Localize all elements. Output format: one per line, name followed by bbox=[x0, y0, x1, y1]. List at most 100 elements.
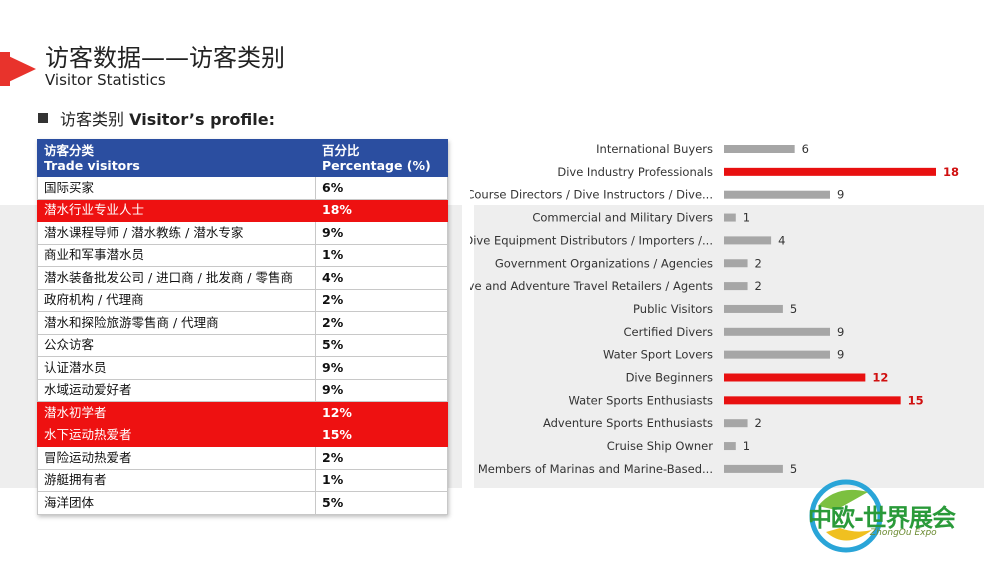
chart-value-label: 9 bbox=[837, 188, 844, 202]
chart-bar bbox=[724, 190, 830, 199]
chart-category-label: International Buyers bbox=[596, 142, 713, 156]
chart-value-label: 5 bbox=[790, 302, 797, 316]
chart-bar bbox=[724, 304, 783, 313]
table-cell-percentage: 9% bbox=[315, 378, 448, 402]
chart-value-label: 9 bbox=[837, 325, 844, 339]
chart-bar bbox=[724, 327, 830, 336]
chart-category-label: Adventure Sports Enthusiasts bbox=[543, 416, 713, 430]
chart-bar bbox=[724, 167, 936, 176]
chart-bar bbox=[724, 145, 795, 153]
chart-value-label: 2 bbox=[755, 279, 762, 293]
header-category-en: Trade visitors bbox=[44, 158, 140, 173]
chart-bar bbox=[724, 419, 748, 428]
table-cell-category: 潜水课程导师 / 潜水教练 / 潜水专家 bbox=[37, 221, 316, 245]
background-band-edge bbox=[984, 205, 1000, 488]
table-cell-category: 水下运动热爱者 bbox=[37, 423, 316, 447]
table-cell-percentage: 4% bbox=[315, 266, 448, 290]
visitor-table: 访客分类 Trade visitors 百分比 Percentage (%) 国际买… bbox=[37, 139, 448, 515]
table-cell-percentage: 9% bbox=[315, 356, 448, 380]
logo-text: 中欧-世界展会 bbox=[808, 504, 956, 532]
table-cell-percentage: 12% bbox=[315, 401, 448, 425]
section-label-cn: 访客类别 bbox=[60, 110, 125, 129]
title-arrow-icon bbox=[0, 52, 36, 86]
table-cell-percentage: 9% bbox=[315, 221, 448, 245]
header-category-cn: 访客分类 bbox=[44, 143, 95, 158]
chart-category-label: Members of Marinas and Marine-Based... bbox=[478, 462, 713, 476]
table-cell-category: 冒险运动热爱者 bbox=[37, 446, 316, 470]
chart-value-label: 6 bbox=[802, 142, 809, 156]
table-cell-percentage: 6% bbox=[315, 176, 448, 200]
chart-category-label: Dive and Adventure Travel Retailers / Ag… bbox=[470, 279, 713, 293]
zhongou-expo-logo bbox=[809, 479, 883, 553]
table-cell-percentage: 18% bbox=[315, 198, 448, 222]
chart-category-label: Certified Divers bbox=[624, 325, 713, 339]
table-row: 水下运动热爱者 15% bbox=[37, 423, 448, 447]
section-label-en: Visitor’s profile: bbox=[129, 110, 276, 129]
chart-category-label: Dive Industry Professionals bbox=[557, 165, 713, 179]
background-band-gap bbox=[462, 205, 474, 488]
table-cell-percentage: 1% bbox=[315, 243, 448, 267]
table-cell-category: 潜水行业专业人士 bbox=[37, 198, 316, 222]
table-header-percentage: 百分比 Percentage (%) bbox=[315, 139, 448, 177]
chart-category-label: Government Organizations / Agencies bbox=[495, 256, 713, 270]
chart-value-label: 18 bbox=[943, 165, 959, 179]
table-cell-category: 潜水装备批发公司 / 进口商 / 批发商 / 零售商 bbox=[37, 266, 316, 290]
table-cell-percentage: 2% bbox=[315, 288, 448, 312]
table-cell-category: 水域运动爱好者 bbox=[37, 378, 316, 402]
visitor-bar-chart: International Buyers 6 Dive Industry Profe… bbox=[470, 142, 959, 476]
chart-value-label: 15 bbox=[908, 393, 924, 407]
chart-bar bbox=[724, 282, 748, 291]
table-cell-percentage: 1% bbox=[315, 468, 448, 492]
table-cell-category: 政府机构 / 代理商 bbox=[37, 288, 316, 312]
header-percentage-cn: 百分比 bbox=[322, 143, 360, 158]
table-cell-category: 公众访客 bbox=[37, 333, 316, 357]
table-row: 商业和军事潜水员 1% bbox=[37, 243, 448, 267]
chart-bar bbox=[724, 236, 772, 245]
page-subtitle: Visitor Statistics bbox=[45, 71, 166, 89]
table-cell-percentage: 2% bbox=[315, 311, 448, 335]
page-title: 访客数据——访客类别 bbox=[45, 44, 285, 72]
chart-category-label: Commercial and Military Divers bbox=[532, 211, 713, 225]
table-row: 政府机构 / 代理商 2% bbox=[37, 288, 448, 312]
table-row: 游艇拥有者 1% bbox=[37, 468, 448, 492]
chart-category-label: Dive Equipment Distributors / Importers … bbox=[470, 233, 713, 247]
table-row: 冒险运动热爱者 2% bbox=[37, 446, 448, 470]
chart-category-label: Course Directors / Dive Instructors / Di… bbox=[470, 188, 713, 202]
table-row: 水域运动爱好者 9% bbox=[37, 378, 448, 402]
chart-bar bbox=[724, 213, 736, 222]
chart-value-label: 1 bbox=[743, 439, 750, 453]
table-cell-category: 潜水和探险旅游零售商 / 代理商 bbox=[37, 311, 316, 335]
logo-subtext: ZhongOu Expo bbox=[870, 528, 937, 538]
table-cell-category: 商业和军事潜水员 bbox=[37, 243, 316, 267]
table-cell-category: 国际买家 bbox=[37, 176, 316, 200]
chart-value-label: 2 bbox=[755, 256, 762, 270]
chart-bar bbox=[724, 350, 830, 359]
chart-bar bbox=[724, 373, 866, 382]
table-cell-category: 海洋团体 bbox=[37, 491, 316, 515]
table-row: 潜水装备批发公司 / 进口商 / 批发商 / 零售商 4% bbox=[37, 266, 448, 290]
table-cell-percentage: 2% bbox=[315, 446, 448, 470]
table-cell-category: 潜水初学者 bbox=[37, 401, 316, 425]
table-header-category: 访客分类 Trade visitors bbox=[37, 139, 316, 177]
table-cell-percentage: 5% bbox=[315, 491, 448, 515]
chart-value-label: 5 bbox=[790, 462, 797, 476]
table-body: 国际买家 6% 潜水行业专业人士 18% 潜水课程导师 / 潜水教练 / 潜水专家 9% 商… bbox=[37, 176, 448, 515]
table-header-row: 访客分类 Trade visitors 百分比 Percentage (%) bbox=[37, 139, 448, 177]
table-cell-percentage: 5% bbox=[315, 333, 448, 357]
table-cell-percentage: 15% bbox=[315, 423, 448, 447]
header-percentage-en: Percentage (%) bbox=[322, 158, 431, 173]
chart-bar bbox=[724, 259, 748, 268]
chart-category-label: Dive Beginners bbox=[626, 371, 713, 385]
chart-category-label: Water Sport Lovers bbox=[603, 348, 713, 362]
chart-bar bbox=[724, 396, 901, 405]
chart-category-label: Public Visitors bbox=[633, 302, 713, 316]
table-row: 潜水课程导师 / 潜水教练 / 潜水专家 9% bbox=[37, 221, 448, 245]
table-row: 海洋团体 5% bbox=[37, 491, 448, 515]
chart-value-label: 2 bbox=[755, 416, 762, 430]
table-cell-category: 认证潜水员 bbox=[37, 356, 316, 380]
table-cell-category: 游艇拥有者 bbox=[37, 468, 316, 492]
table-row: 潜水和探险旅游零售商 / 代理商 2% bbox=[37, 311, 448, 335]
square-bullet-icon bbox=[38, 113, 48, 123]
chart-value-label: 1 bbox=[743, 211, 750, 225]
chart-bar bbox=[724, 442, 736, 451]
